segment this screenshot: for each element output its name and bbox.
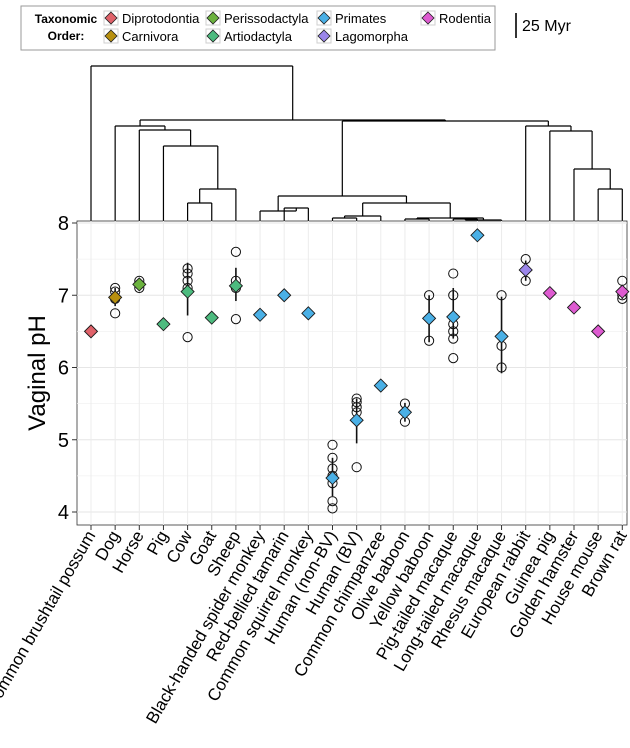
mean-diamond	[277, 288, 292, 303]
y-tick-label: 4	[58, 502, 69, 524]
legend-diamond-icon	[317, 11, 331, 25]
plot-panel	[76, 220, 628, 526]
mean-diamond	[301, 306, 316, 321]
legend-entry: Carnivora	[103, 28, 179, 44]
mean-diamond	[446, 309, 461, 325]
y-tick-label: 8	[58, 213, 69, 235]
mean-diamond	[591, 324, 606, 339]
legend-entries: Diprotodontia Carnivora Perissodactyla Arti…	[103, 10, 492, 44]
mean-diamond	[83, 324, 99, 339]
legend-entry: Artiodactyla	[205, 28, 293, 44]
observation-point	[448, 290, 459, 301]
observation-point	[496, 290, 507, 301]
observation-point	[351, 397, 362, 408]
observation-point	[230, 246, 241, 257]
species-means	[83, 228, 630, 486]
mean-diamond	[373, 378, 388, 393]
observation-point	[351, 393, 362, 404]
mean-diamond	[156, 317, 171, 332]
mean-diamond	[518, 262, 533, 278]
legend-entry: Rodentia	[420, 10, 492, 26]
observation-point	[327, 452, 338, 463]
mean-diamond	[470, 228, 485, 243]
mean-diamond	[615, 284, 630, 299]
legend-label: Perissodactyla	[224, 11, 309, 26]
legend-diamond-icon	[421, 11, 435, 25]
legend-label: Lagomorpha	[335, 29, 409, 44]
observation-point	[327, 503, 338, 514]
mean-diamond	[542, 285, 557, 301]
legend-label: Artiodactyla	[224, 29, 293, 44]
y-axis: 4 5 6 7 8	[58, 213, 77, 524]
mean-diamond	[108, 290, 123, 305]
mean-diamond	[228, 278, 244, 293]
scale-bar-label: 25 Myr	[522, 18, 572, 35]
legend-label: Diprotodontia	[122, 11, 200, 26]
phylogenetic-tree	[90, 65, 623, 221]
y-tick-label: 5	[58, 430, 69, 452]
observation-point	[448, 326, 459, 337]
mean-diamond	[397, 405, 413, 420]
mean-diamond	[180, 284, 195, 299]
y-tick-label: 7	[58, 285, 69, 307]
legend-label: Primates	[335, 11, 387, 26]
legend-entry: Lagomorpha	[316, 28, 409, 44]
observation-point	[327, 439, 338, 450]
observation-point	[110, 308, 121, 319]
y-tick-label: 6	[58, 358, 69, 380]
observation-point	[496, 362, 507, 373]
y-axis-label: Vaginal pH	[24, 315, 51, 431]
legend-label: Carnivora	[122, 29, 179, 44]
x-tick-label: Common brushtail possum	[0, 528, 99, 713]
mean-diamond	[494, 329, 509, 344]
x-axis: Common brushtail possumDogHorsePigCowGoa…	[0, 525, 630, 727]
observation-point	[448, 353, 459, 364]
observation-point	[448, 268, 459, 279]
legend-label: Rodentia	[439, 11, 492, 26]
legend-entry: Perissodactyla	[205, 10, 309, 26]
legend: Taxonomic Order: Diprotodontia Carnivora P…	[20, 5, 496, 51]
mean-diamond	[204, 310, 219, 325]
legend-box	[20, 5, 496, 51]
legend-diamond-icon	[206, 29, 220, 43]
observation-point	[182, 332, 193, 343]
observation-point	[182, 263, 193, 274]
mean-diamond	[252, 307, 268, 322]
scale-bar: 25 Myr	[515, 13, 572, 38]
observation-point	[448, 333, 459, 344]
legend-entry: Primates	[316, 10, 387, 26]
mean-diamond	[132, 277, 147, 292]
observation-point	[424, 290, 435, 301]
mean-diamond	[421, 311, 437, 326]
observation-point	[327, 496, 338, 507]
legend-entry: Diprotodontia	[103, 10, 200, 26]
legend-title-line1: Taxonomic	[35, 12, 98, 26]
observation-point	[424, 335, 435, 346]
observation-point	[351, 462, 362, 473]
mean-diamond	[325, 470, 340, 486]
legend-diamond-icon	[104, 29, 118, 43]
legend-diamond-icon	[104, 11, 118, 25]
legend-title-line2: Order:	[48, 29, 85, 43]
observation-point	[230, 313, 241, 325]
observation-point	[351, 402, 362, 413]
observation-point	[182, 268, 193, 279]
mean-diamond	[566, 300, 582, 315]
legend-diamond-icon	[206, 11, 220, 25]
mean-diamond	[349, 413, 364, 428]
legend-diamond-icon	[317, 29, 331, 43]
